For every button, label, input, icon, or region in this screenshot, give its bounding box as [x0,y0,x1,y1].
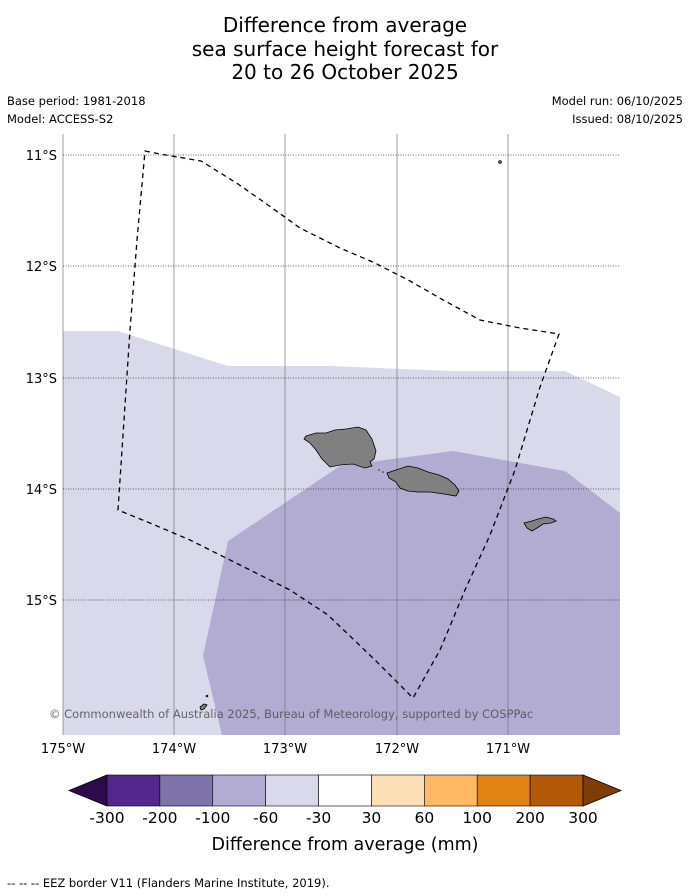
lon-label-172w: 172°W [375,742,419,757]
lat-label-12s: 12°S [26,260,57,275]
manono-islet [382,471,384,473]
lat-label-11s: 11°S [26,149,57,164]
colorbar-label: Difference from average (mm) [211,835,478,855]
parallels [63,154,620,601]
tiny-island-southwest [205,694,209,698]
colorbar-swatches [67,774,623,807]
tutuila-island [523,516,557,532]
lat-label-14s: 14°S [26,483,57,498]
lon-label-173w: 173°W [263,742,307,757]
colorbar-tick-label: -100 [195,809,230,827]
savaii-island [303,426,377,469]
lat-label-13s: 13°S [26,372,57,387]
colorbar-tick-label: -200 [142,809,177,827]
copyright-notice: © Commonwealth of Australia 2025, Bureau… [49,707,533,721]
colorbar-swatch [106,774,161,807]
anomaly-region-medium [203,451,620,735]
colorbar-tick-label: 200 [515,809,545,827]
lon-label-174w: 174°W [152,742,196,757]
colorbar-swatch [371,774,425,807]
colorbar-swatch [265,774,319,807]
colorbar-swatch [476,774,531,807]
colorbar-tick-label: 100 [462,809,492,827]
title-line-3: 20 to 26 October 2025 [231,60,459,84]
lon-label-171w: 171°W [486,742,530,757]
small-island-southwest [199,703,208,711]
colorbar-swatch [529,774,584,807]
latitude-labels: 11°S 12°S 13°S 14°S 15°S [26,149,57,609]
colorbar-tick-label: 60 [414,809,434,827]
colorbar-swatch [318,774,372,807]
swains-island [498,160,502,164]
map-title: Difference from average sea surface heig… [0,13,690,85]
model-text: Model: ACCESS-S2 [7,112,114,126]
eez-legend-text: -- -- -- EEZ border V11 (Flanders Marine… [7,876,330,890]
meta-left: Base period: 1981-2018 Model: ACCESS-S2 [7,94,146,130]
issued-text: Issued: 08/10/2025 [572,112,683,126]
map-panel: © Commonwealth of Australia 2025, Bureau… [49,134,620,735]
colorbar-tick-label: -60 [253,809,278,827]
land-masses [199,160,557,711]
colorbar-tick-label: 30 [362,809,382,827]
colorbar-swatch [212,774,266,807]
colorbar-tick-label: -300 [89,809,124,827]
apolima-islet [378,469,380,471]
colorbar: -300 -200 -100 -60 -30 30 60 100 200 300 Differen… [67,774,623,855]
colorbar-tick-label: 300 [568,809,598,827]
colorbar-extend-high [582,774,623,807]
model-run-text: Model run: 06/10/2025 [551,94,683,108]
colorbar-extend-low [67,774,108,807]
map-figure: © Commonwealth of Australia 2025, Bureau… [26,134,623,855]
base-period-text: Base period: 1981-2018 [7,94,146,108]
apolima-islets [378,469,384,473]
lat-label-15s: 15°S [26,594,57,609]
title-line-1: Difference from average [222,13,468,37]
upolu-island [386,465,460,497]
colorbar-tick-labels: -300 -200 -100 -60 -30 30 60 100 200 300 [89,809,597,827]
title-line-2: sea surface height forecast for [191,36,499,61]
colorbar-swatch [159,774,214,807]
meta-right: Model run: 06/10/2025 Issued: 08/10/2025 [552,94,683,130]
gridlines [62,134,509,735]
lon-label-175w: 175°W [41,742,85,757]
colorbar-swatch [424,774,478,807]
colorbar-tick-label: -30 [306,809,331,827]
longitude-labels: 175°W 174°W 173°W 172°W 171°W [41,742,530,757]
